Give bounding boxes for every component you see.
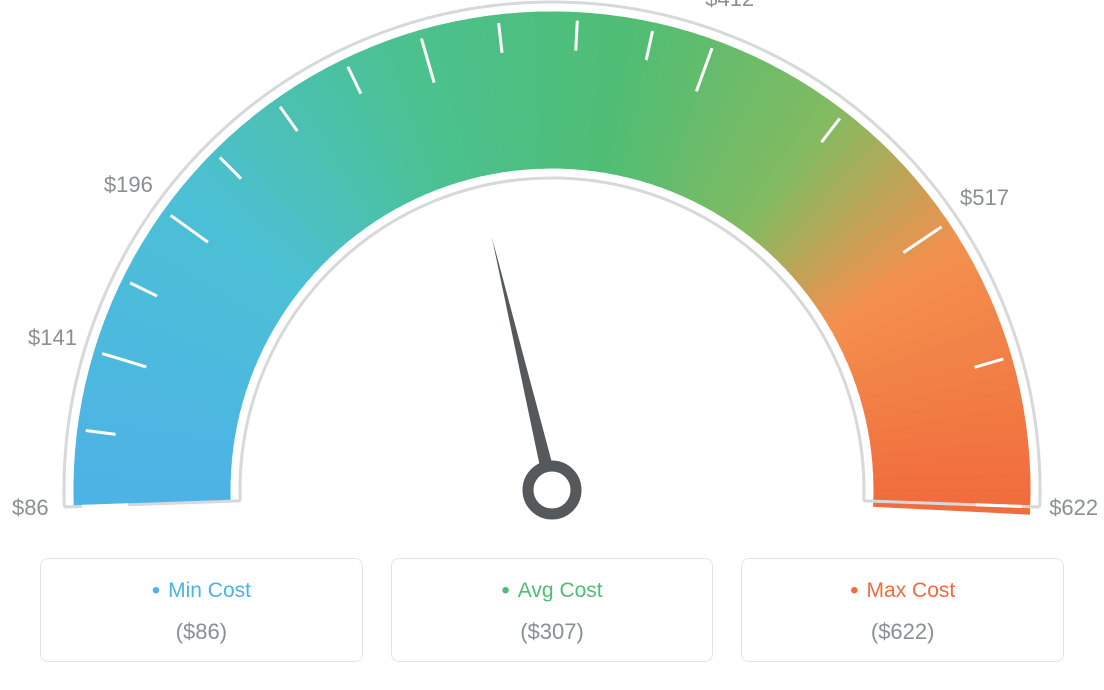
legend-label-min: Min Cost [51,577,352,605]
gauge-tick-label: $196 [104,172,153,198]
gauge-tick-label: $517 [960,185,1009,211]
cost-gauge-chart: $86 $141 $196 $307 $412 $517 $622 Min Cost ($8… [0,0,1104,690]
legend-row: Min Cost ($86) Avg Cost ($307) Max Cost … [40,558,1064,662]
gauge-tick-label: $141 [28,325,77,351]
legend-label-avg: Avg Cost [402,577,703,605]
gauge-tick-label: $86 [12,495,49,521]
gauge-tick-label: $307 [382,0,431,2]
legend-value-min: ($86) [51,619,352,645]
gauge-svg [0,0,1104,560]
legend-value-max: ($622) [752,619,1053,645]
legend-card-max: Max Cost ($622) [741,558,1064,662]
legend-label-max: Max Cost [752,577,1053,605]
gauge-tick-label: $412 [705,0,754,12]
gauge-tick-label: $622 [1049,495,1098,521]
legend-card-avg: Avg Cost ($307) [391,558,714,662]
legend-card-min: Min Cost ($86) [40,558,363,662]
legend-value-avg: ($307) [402,619,703,645]
gauge-area: $86 $141 $196 $307 $412 $517 $622 [0,0,1104,560]
